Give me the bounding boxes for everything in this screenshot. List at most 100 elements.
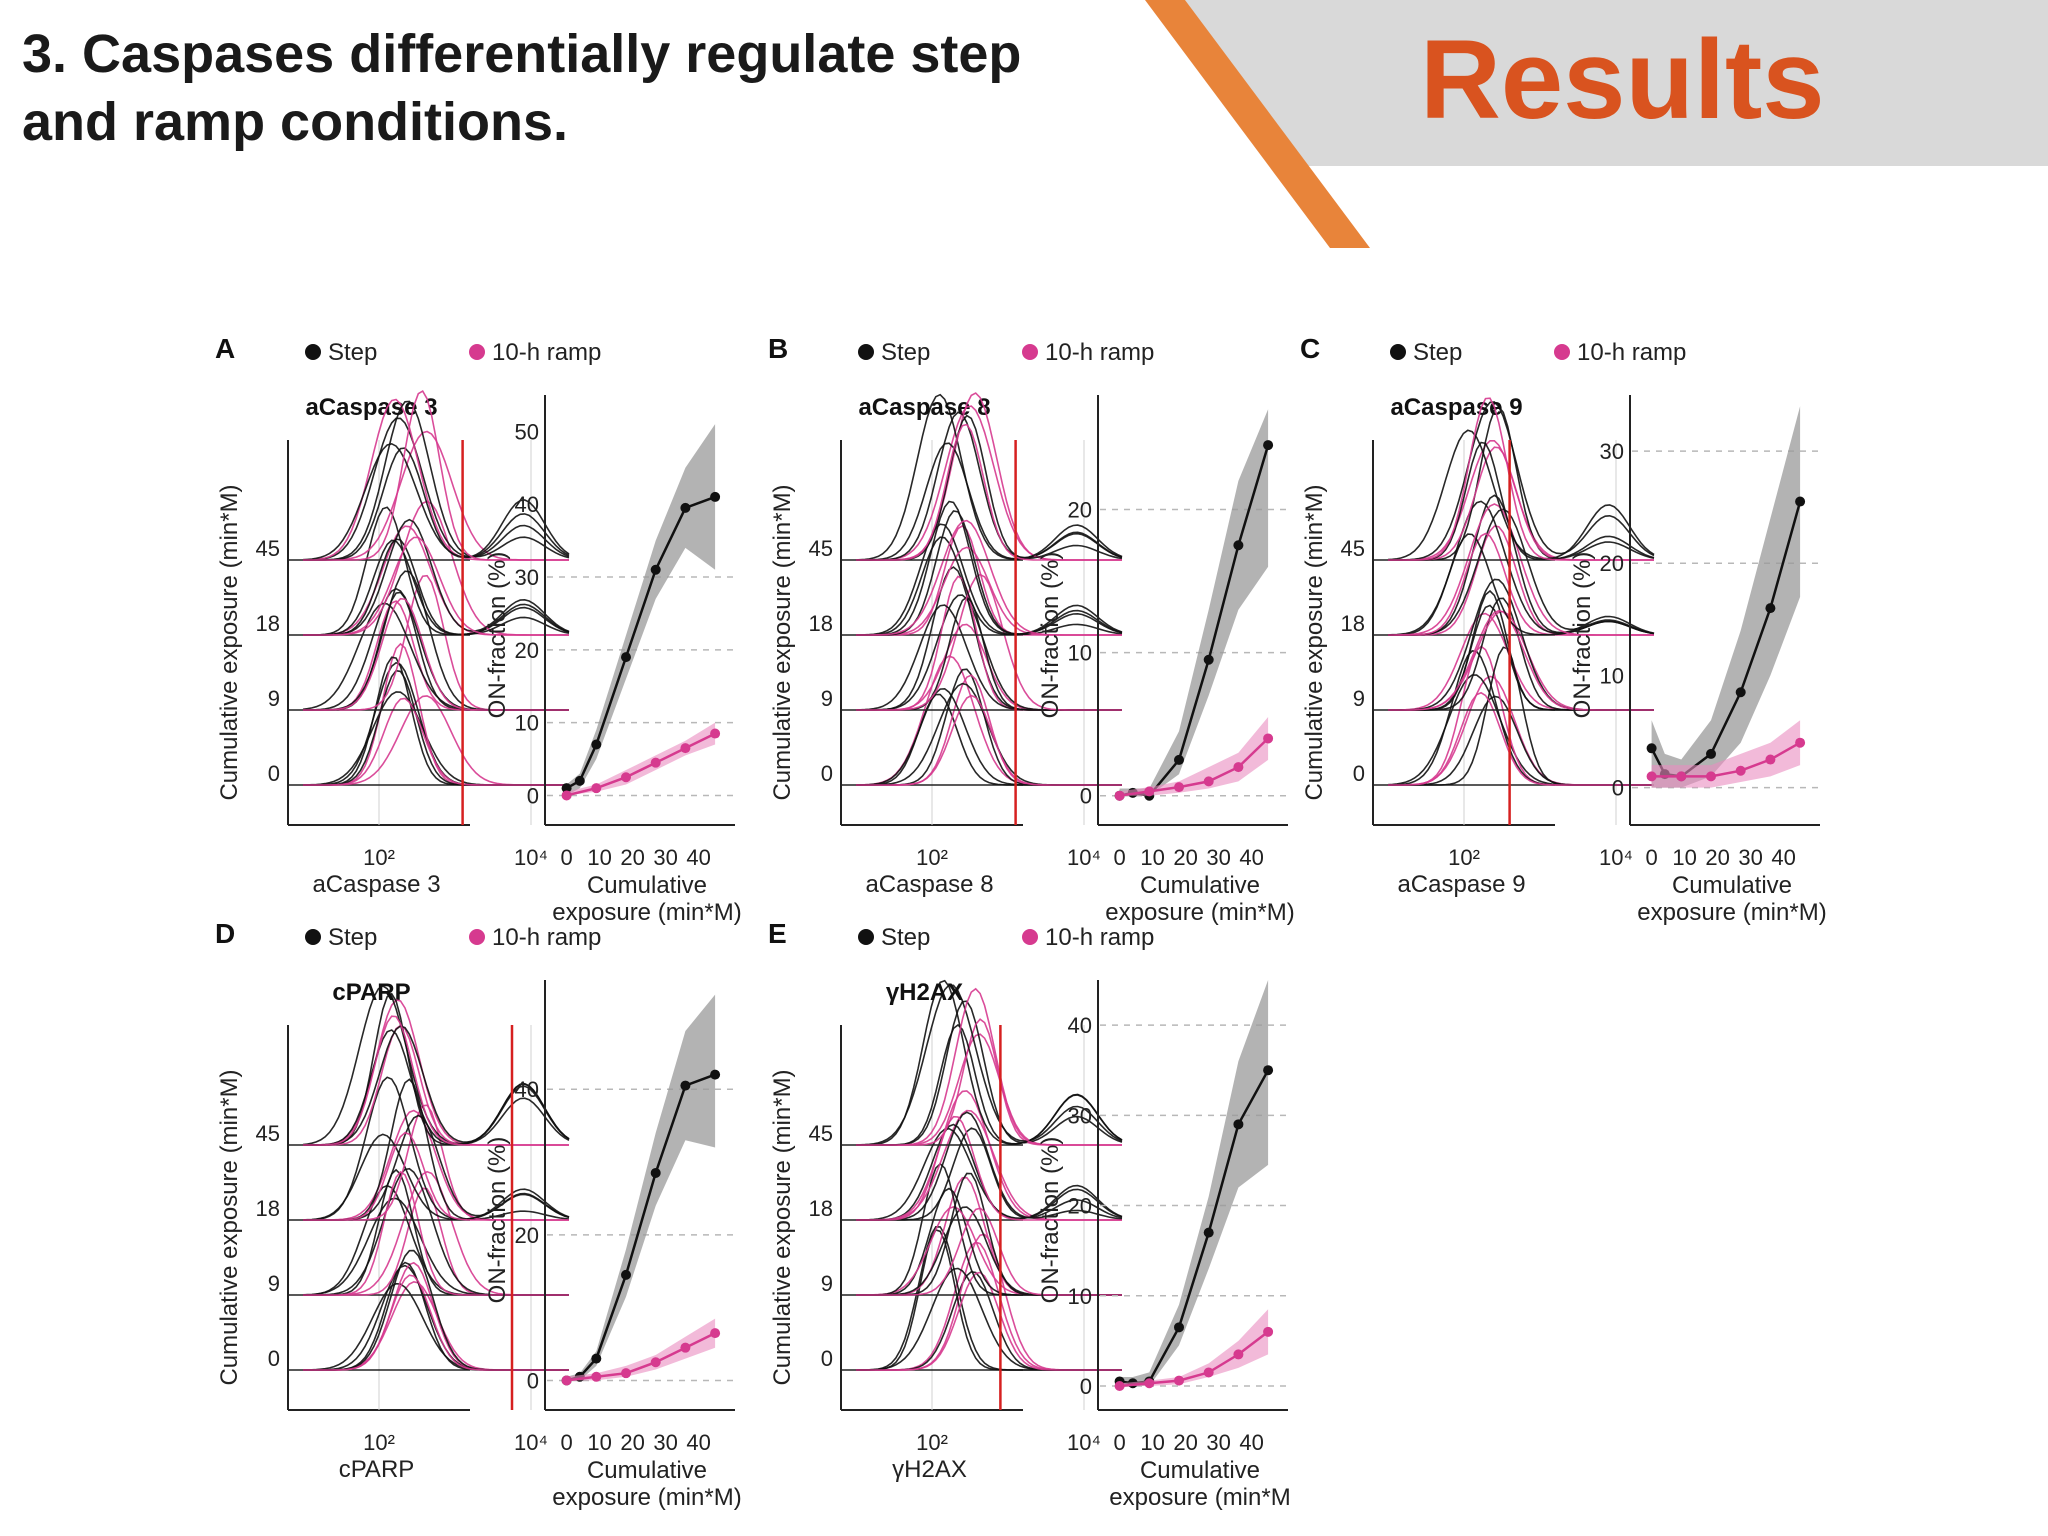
ramp-data-point: [621, 772, 631, 783]
legend-ramp-marker: [469, 929, 485, 945]
step-data-point: [1174, 754, 1184, 765]
ramp-density-curve: [303, 1015, 569, 1146]
step-density-curve: [856, 500, 1123, 636]
on-fraction-y-tick-label: 0: [527, 783, 539, 808]
step-data-point: [1735, 687, 1746, 698]
histogram-y-tick-label: 45: [809, 536, 833, 561]
step-density-curve: [1387, 533, 1655, 636]
histogram-y-tick-label: 18: [1341, 611, 1365, 636]
step-density-curve: [303, 992, 570, 1146]
on-fraction-x-tick-label: 30: [653, 1430, 677, 1455]
step-confidence-band: [566, 994, 716, 1381]
on-fraction-y-tick-label: 40: [1068, 1013, 1092, 1038]
step-density-curve: [855, 984, 1123, 1146]
ramp-data-point: [1144, 1378, 1155, 1389]
slide-title-line-2: and ramp conditions.: [22, 92, 568, 152]
step-confidence-band: [1119, 980, 1269, 1386]
on-fraction-x-tick-label: 20: [1705, 845, 1729, 870]
step-data-point: [710, 491, 721, 502]
step-density-curve: [303, 506, 570, 636]
legend-ramp-marker: [1022, 344, 1038, 360]
panel-letter: E: [768, 918, 787, 949]
step-data-point: [680, 1080, 691, 1091]
step-density-curve: [856, 536, 1123, 636]
panel-letter: A: [215, 333, 235, 364]
histogram-x-tick-label: 10⁴: [1067, 1430, 1101, 1455]
ramp-density-curve: [856, 674, 1122, 786]
ramp-density-curve: [856, 423, 1122, 561]
step-confidence-band: [1651, 406, 1801, 788]
ramp-density-curve: [1388, 397, 1654, 561]
step-density-curve: [1388, 401, 1655, 561]
histogram-y-tick-label: 18: [809, 611, 833, 636]
step-data-point: [1233, 540, 1244, 551]
histogram-y-tick-label: 18: [256, 1196, 280, 1221]
on-fraction-y-tick-label: 30: [1068, 1103, 1092, 1128]
ramp-density-curve: [303, 697, 569, 786]
legend-ramp-label: 10-h ramp: [1045, 924, 1154, 951]
legend-step-marker: [305, 344, 321, 360]
histogram-title: aCaspase 9: [1390, 394, 1522, 421]
on-fraction-x-axis-label-line1: Cumulative: [587, 1457, 707, 1484]
step-data-point: [1646, 743, 1657, 754]
histogram-y-axis-label: Cumulative exposure (min*M): [1301, 484, 1328, 800]
on-fraction-y-tick-label: 0: [527, 1368, 539, 1393]
ramp-density-curve: [303, 597, 569, 711]
on-fraction-x-tick-label: 20: [1173, 845, 1197, 870]
histogram-y-tick-label: 18: [809, 1196, 833, 1221]
legend-step-label: Step: [328, 924, 377, 951]
histogram-x-axis-label: aCaspase 9: [1397, 871, 1525, 898]
on-fraction-x-tick-label: 10: [1672, 845, 1696, 870]
histogram-y-tick-label: 45: [809, 1121, 833, 1146]
histogram-y-tick-label: 9: [821, 1271, 833, 1296]
on-fraction-x-tick-label: 30: [1206, 845, 1230, 870]
on-fraction-x-axis-label-line2: exposure (min*M): [552, 1484, 741, 1511]
panel-letter: D: [215, 918, 235, 949]
step-density-curve: [1387, 429, 1655, 561]
legend-ramp-label: 10-h ramp: [1577, 339, 1686, 366]
histogram-y-axis-label: Cumulative exposure (min*M): [769, 1069, 796, 1385]
step-data-point: [621, 652, 631, 663]
ramp-data-point: [621, 1368, 631, 1379]
ramp-data-point: [1203, 1367, 1214, 1378]
ramp-density-curve: [1388, 691, 1654, 786]
histogram-y-tick-label: 45: [256, 536, 280, 561]
ramp-confidence-band: [1651, 720, 1801, 788]
legend-ramp-marker: [1022, 929, 1038, 945]
step-data-point: [1263, 1065, 1274, 1076]
panel-letter: C: [1300, 333, 1320, 364]
histogram-x-tick-label: 10²: [916, 845, 948, 870]
ramp-data-point: [591, 783, 602, 794]
on-fraction-y-tick-label: 20: [515, 638, 539, 663]
step-density-curve: [303, 400, 570, 561]
histogram-y-tick-label: 9: [268, 1271, 280, 1296]
histogram-x-axis-label: aCaspase 8: [865, 871, 993, 898]
on-fraction-y-tick-label: 0: [1080, 1374, 1092, 1399]
results-banner: [1185, 0, 2048, 166]
on-fraction-x-tick-label: 10: [587, 1430, 611, 1455]
on-fraction-x-tick-label: 0: [1113, 845, 1125, 870]
histogram-y-tick-label: 45: [1341, 536, 1365, 561]
ramp-data-point: [1144, 786, 1155, 797]
legend-step-marker: [858, 929, 874, 945]
ramp-density-curve: [303, 1274, 569, 1371]
ramp-data-point: [710, 728, 721, 739]
step-data-point: [1203, 1227, 1214, 1238]
ramp-density-curve: [856, 1207, 1122, 1296]
on-fraction-x-tick-label: 10: [587, 845, 611, 870]
ramp-density-curve: [303, 1170, 569, 1296]
on-fraction-y-axis-label: ON-fraction (%): [1569, 552, 1596, 719]
step-data-point: [591, 1353, 602, 1364]
step-data-point: [710, 1069, 721, 1080]
ramp-data-point: [710, 1328, 721, 1339]
on-fraction-x-axis-label-line2: exposure (min*M): [1637, 899, 1826, 926]
ramp-confidence-band: [1119, 1309, 1269, 1386]
ramp-density-curve: [303, 389, 569, 561]
ramp-series-line: [566, 732, 716, 797]
on-fraction-y-tick-label: 20: [1068, 1194, 1092, 1219]
ramp-data-point: [1263, 1326, 1274, 1337]
ramp-data-point: [1203, 776, 1214, 787]
step-density-curve: [856, 411, 1123, 561]
